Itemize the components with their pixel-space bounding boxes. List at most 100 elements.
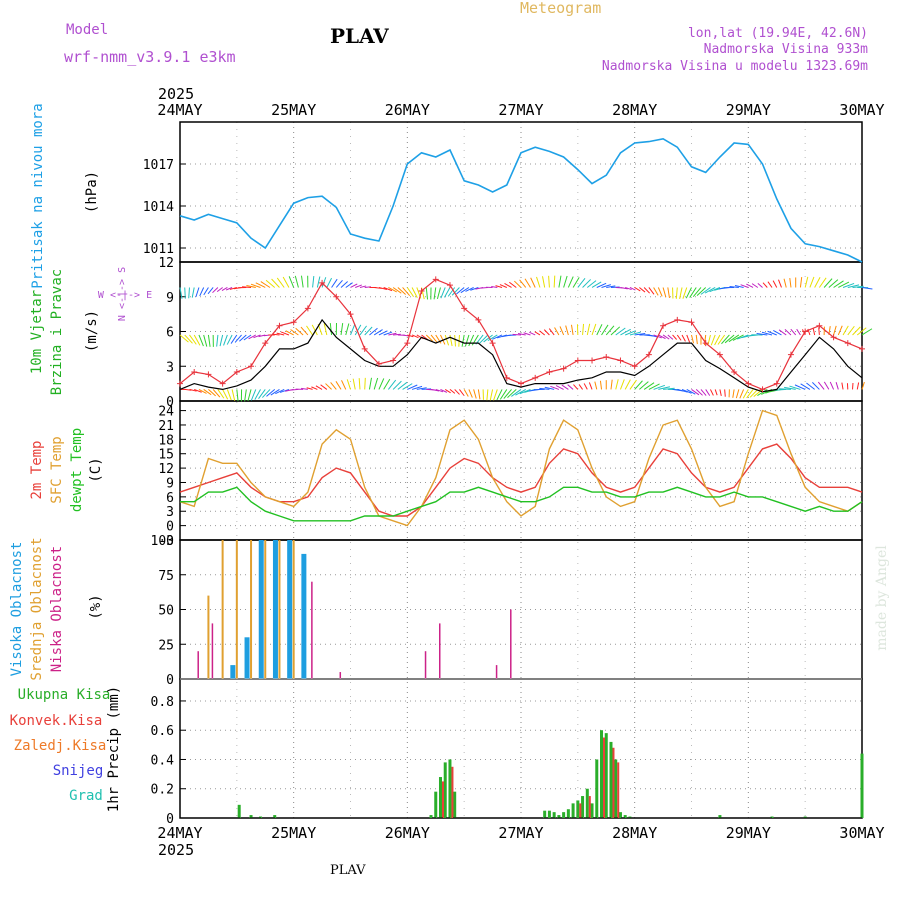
wind-arrow bbox=[762, 282, 768, 288]
wind-gust-marker bbox=[290, 319, 297, 326]
precip-total-bar bbox=[547, 810, 551, 818]
wind-arrow bbox=[548, 328, 555, 336]
wind-gust-marker bbox=[589, 357, 596, 364]
wind-arrow bbox=[499, 284, 507, 288]
cloud-mid-bar bbox=[292, 540, 295, 679]
wind-arrow bbox=[358, 378, 361, 390]
wind-arrow bbox=[266, 389, 276, 397]
temp-plot bbox=[179, 409, 863, 527]
wind-arrow bbox=[757, 283, 763, 288]
precip-total-bar bbox=[803, 816, 807, 818]
wind-arrow bbox=[643, 382, 655, 390]
wind-arrow bbox=[470, 287, 479, 291]
precip-total-bar bbox=[604, 733, 608, 818]
wind-arrow bbox=[216, 334, 219, 347]
y-tick-label: 21 bbox=[158, 419, 174, 434]
wind-arrow bbox=[724, 334, 735, 344]
wind-arrow bbox=[212, 287, 219, 294]
wind-arrow bbox=[444, 388, 451, 394]
wind-arrow bbox=[355, 284, 362, 288]
wind-arrow bbox=[692, 287, 702, 297]
wind-arrow bbox=[554, 327, 560, 336]
temp-unit: (C) bbox=[88, 457, 104, 482]
precip-legend: Ukupna Kisa Konvek.Kisa Zaledj.Kisa Snij… bbox=[10, 687, 111, 804]
time-label-top: 29MAY bbox=[726, 101, 771, 119]
wind-arrow bbox=[567, 276, 574, 288]
time-label-bottom: 30MAY bbox=[839, 824, 884, 842]
wind-arrow bbox=[383, 331, 393, 336]
wind-arrow bbox=[416, 387, 427, 390]
wind-gust-marker bbox=[347, 311, 354, 318]
wind-gust-marker bbox=[745, 380, 752, 387]
wind-arrow bbox=[841, 382, 844, 390]
wind-gust-marker bbox=[830, 334, 837, 341]
wind-arrow bbox=[203, 389, 212, 396]
wind-arrow bbox=[507, 389, 517, 398]
time-label-top: 26MAY bbox=[385, 101, 430, 119]
wind-arrow bbox=[746, 283, 754, 288]
wind-arrow bbox=[440, 388, 448, 393]
wind-arrow bbox=[276, 332, 285, 336]
wind-arrow bbox=[253, 334, 261, 339]
wind-arrow bbox=[818, 277, 827, 288]
cloud-y-ticks: 0 25 50 75 100 bbox=[151, 534, 186, 688]
wind-arrow bbox=[714, 334, 721, 346]
wind-gust-marker bbox=[418, 287, 425, 294]
wind-arrow bbox=[685, 287, 692, 299]
wind-arrow bbox=[804, 276, 809, 288]
legend-konvek-kisa: Konvek.Kisa bbox=[10, 713, 103, 729]
wind-dir-legend-v: N <-|-> S bbox=[117, 267, 128, 321]
wind-arrow bbox=[393, 333, 401, 336]
precip-total-bar bbox=[609, 741, 613, 818]
wind-arrow bbox=[247, 389, 252, 402]
wind-arrow bbox=[767, 330, 777, 336]
wind-arrow bbox=[682, 287, 688, 299]
legend-ukupna-kisa: Ukupna Kisa bbox=[18, 687, 111, 703]
wind-gust-marker bbox=[645, 351, 652, 358]
cloud-mid-bar bbox=[207, 595, 210, 679]
wind-gust-marker bbox=[503, 374, 510, 381]
wind-arrow bbox=[812, 327, 816, 336]
wind-arrow bbox=[199, 287, 205, 297]
model-name: wrf-nmm_v3.9.1 e3km bbox=[64, 48, 236, 66]
precip-total-bar bbox=[566, 809, 570, 818]
wind-arrow bbox=[369, 327, 378, 336]
wind-arrow bbox=[383, 287, 393, 292]
wind-arrow bbox=[606, 285, 616, 288]
wind-arrow bbox=[430, 388, 440, 392]
wind-arrow bbox=[591, 323, 597, 336]
wind-arrow bbox=[335, 280, 343, 288]
cloud-mid-bar bbox=[264, 540, 267, 679]
wind-arrow bbox=[740, 284, 749, 288]
legend-snijeg: Snijeg bbox=[53, 763, 104, 779]
wind-arrow bbox=[586, 323, 591, 336]
wind-arrow bbox=[495, 285, 503, 288]
wind-arrow bbox=[746, 389, 754, 399]
wind-arrow bbox=[330, 382, 337, 390]
time-label-top: 30MAY bbox=[839, 101, 884, 119]
wind-arrow bbox=[570, 324, 574, 336]
wind-arrow bbox=[440, 287, 446, 299]
wind-arrow bbox=[658, 334, 666, 340]
wind-arrow bbox=[629, 379, 637, 390]
pressure-line bbox=[179, 137, 863, 263]
wind-arrow bbox=[837, 325, 843, 336]
cloud-low-bar bbox=[339, 672, 342, 679]
wind-arrow bbox=[596, 282, 607, 288]
wind-arrow bbox=[244, 389, 247, 402]
wind-gust-marker bbox=[375, 360, 382, 367]
wind-arrow bbox=[388, 287, 397, 293]
wind-arrow bbox=[397, 381, 408, 390]
wind-arrow bbox=[250, 389, 257, 401]
wind-arrow bbox=[491, 286, 498, 288]
wind-arrow bbox=[767, 281, 773, 288]
wind-arrow bbox=[335, 381, 342, 390]
lonlat-label: lon,lat (19.94E, 42.6N) bbox=[688, 26, 868, 41]
cloud-low-bar bbox=[211, 623, 214, 679]
y-tick-label: 0.4 bbox=[151, 753, 175, 768]
wind-gust-marker bbox=[233, 369, 240, 376]
wind-arrow bbox=[503, 389, 512, 399]
wind-arrow bbox=[596, 324, 603, 336]
y-tick-label: 0 bbox=[166, 395, 174, 410]
wind-arrow bbox=[794, 384, 806, 390]
